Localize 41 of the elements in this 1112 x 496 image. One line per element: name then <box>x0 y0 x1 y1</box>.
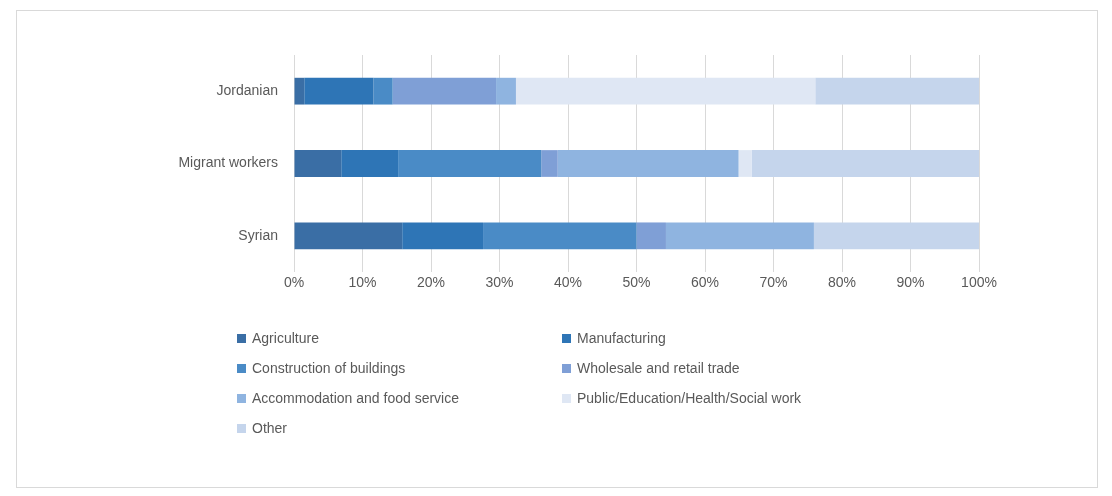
y-tick-label: Migrant workers <box>178 154 278 171</box>
bar <box>815 77 979 105</box>
bar <box>341 150 399 177</box>
bar <box>398 150 542 177</box>
legend-label: Accommodation and food service <box>252 390 459 406</box>
bar <box>392 77 497 105</box>
bar <box>738 150 752 177</box>
legend-label: Manufacturing <box>577 330 666 346</box>
bar <box>294 77 305 105</box>
x-tick-label: 20% <box>416 274 446 291</box>
x-tick-label: 100% <box>961 274 997 291</box>
x-tick-label: 0% <box>283 274 305 291</box>
bar <box>557 150 739 177</box>
x-tick-label: 40% <box>553 274 583 291</box>
bar <box>636 222 666 250</box>
x-tick-label: 80% <box>827 274 857 291</box>
bar <box>515 77 816 105</box>
bar <box>813 222 979 250</box>
bar <box>294 222 403 250</box>
y-tick-label: Syrian <box>238 226 278 243</box>
bar <box>483 222 637 250</box>
bar <box>373 77 393 105</box>
legend-label: Public/Education/Health/Social work <box>577 390 802 406</box>
bar <box>304 77 374 105</box>
bar <box>751 150 979 177</box>
y-tick-label: Jordanian <box>216 82 278 99</box>
x-tick-label: 50% <box>622 274 651 291</box>
x-tick-label: 70% <box>759 274 788 291</box>
legend-label: Construction of buildings <box>252 360 406 376</box>
bar <box>541 150 558 177</box>
legend-label: Wholesale and retail trade <box>577 360 740 376</box>
x-tick-label: 30% <box>485 274 514 291</box>
legend-label: Agriculture <box>252 330 319 346</box>
bar <box>402 222 484 250</box>
bar <box>496 77 516 105</box>
x-tick-label: 90% <box>896 274 925 291</box>
legend-label: Other <box>252 420 288 436</box>
bar <box>294 150 342 177</box>
x-tick-label: 10% <box>348 274 377 291</box>
bar <box>665 222 814 250</box>
x-tick-label: 60% <box>690 274 720 291</box>
